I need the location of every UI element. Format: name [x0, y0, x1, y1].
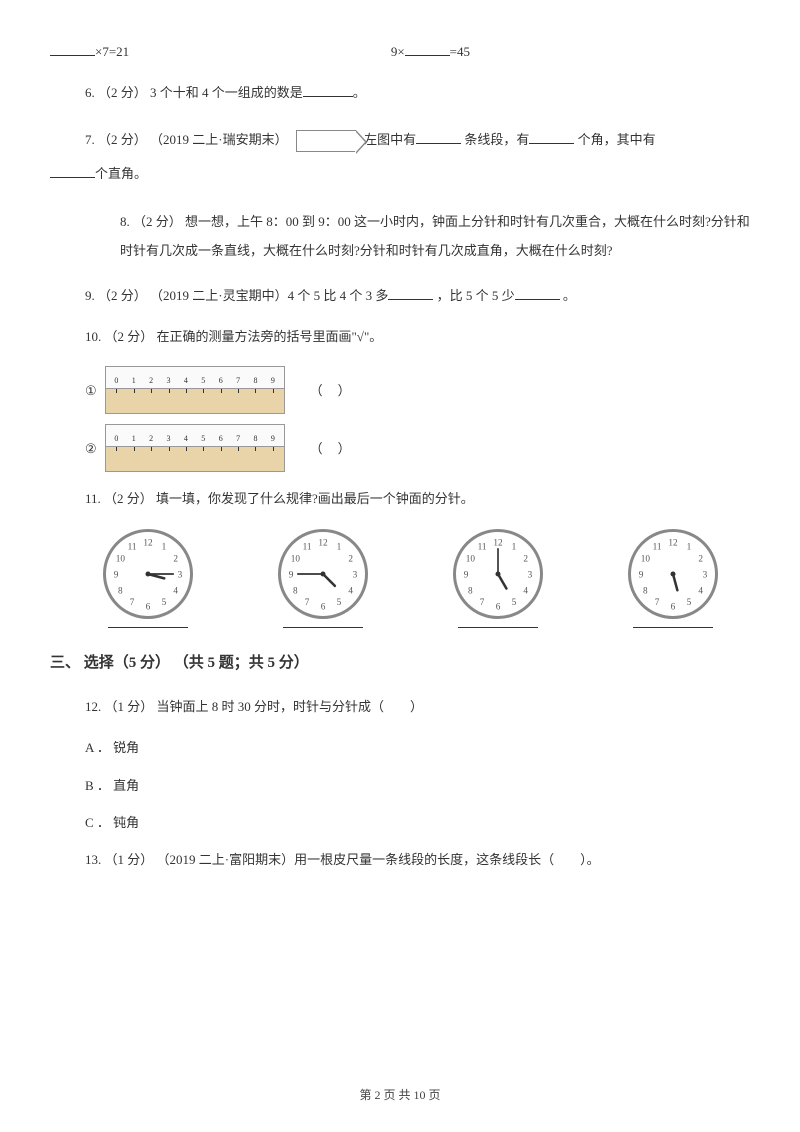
ruler-2-paren: （） [310, 437, 366, 460]
svg-text:9: 9 [288, 569, 293, 579]
svg-text:5: 5 [686, 597, 691, 607]
pentagon-icon [296, 130, 356, 152]
svg-text:8: 8 [293, 585, 298, 595]
svg-text:11: 11 [127, 541, 136, 551]
option-b: B ． 直角 [85, 774, 750, 797]
svg-text:6: 6 [320, 601, 325, 611]
svg-text:3: 3 [352, 569, 357, 579]
ruler-1: ① 0123456789 （） [85, 366, 750, 414]
question-10: 10. （2 分） 在正确的测量方法旁的括号里面画"√"。 [50, 325, 750, 348]
clock-1: 12 12 3 45 6 789 1011 [103, 529, 193, 628]
svg-text:10: 10 [640, 553, 650, 563]
question-11: 11. （2 分） 填一填，你发现了什么规律?画出最后一个钟面的分针。 [50, 487, 750, 510]
question-12: 12. （1 分） 当钟面上 8 时 30 分时，时针与分针成（ ） [50, 695, 750, 718]
svg-text:12: 12 [493, 537, 503, 547]
ruler-2: ② 0123456789 （） [85, 424, 750, 472]
svg-text:4: 4 [173, 585, 178, 595]
svg-text:2: 2 [698, 553, 703, 563]
option-a: A ． 锐角 [85, 736, 750, 759]
svg-text:9: 9 [638, 569, 643, 579]
svg-text:8: 8 [643, 585, 648, 595]
svg-text:9: 9 [113, 569, 118, 579]
svg-text:1: 1 [336, 541, 341, 551]
svg-text:8: 8 [118, 585, 123, 595]
svg-text:9: 9 [463, 569, 468, 579]
svg-text:7: 7 [479, 597, 484, 607]
ruler-1-label: ① [85, 379, 97, 402]
svg-text:3: 3 [527, 569, 532, 579]
question-13: 13. （1 分） （2019 二上·富阳期末）用一根皮尺量一条线段的长度，这条… [50, 848, 750, 871]
clock-4: 12 12 3 45 6 789 1011 [628, 529, 718, 628]
eq2: 9×=45 [391, 40, 470, 63]
svg-text:7: 7 [654, 597, 659, 607]
svg-text:11: 11 [302, 541, 311, 551]
svg-text:7: 7 [129, 597, 134, 607]
svg-text:2: 2 [523, 553, 528, 563]
svg-text:2: 2 [173, 553, 178, 563]
svg-text:5: 5 [161, 597, 166, 607]
question-7: 7. （2 分） （2019 二上·瑞安期末） 左图中有 条线段，有 个角，其中… [50, 123, 750, 191]
svg-text:10: 10 [115, 553, 125, 563]
option-c: C ． 钝角 [85, 811, 750, 834]
svg-text:3: 3 [177, 569, 182, 579]
svg-text:1: 1 [511, 541, 516, 551]
svg-text:2: 2 [348, 553, 353, 563]
question-9: 9. （2 分） （2019 二上·灵宝期中）4 个 5 比 4 个 3 多 ，… [50, 284, 750, 307]
question-6: 6. （2 分） 3 个十和 4 个一组成的数是。 [50, 81, 750, 104]
svg-text:1: 1 [161, 541, 166, 551]
svg-text:6: 6 [495, 601, 500, 611]
section-3-title: 三、 选择（5 分） （共 5 题；共 5 分） [50, 650, 750, 677]
clock-3: 12 12 3 45 6 789 1011 [453, 529, 543, 628]
clock-2: 12 12 3 45 6 789 1011 [278, 529, 368, 628]
ruler-1-image: 0123456789 [105, 366, 285, 414]
svg-text:4: 4 [523, 585, 528, 595]
svg-text:6: 6 [145, 601, 150, 611]
svg-text:10: 10 [465, 553, 475, 563]
svg-text:10: 10 [290, 553, 300, 563]
question-8: 8. （2 分） 想一想，上午 8：00 到 9：00 这一小时内，钟面上分针和… [85, 208, 750, 265]
svg-text:5: 5 [511, 597, 516, 607]
svg-text:4: 4 [348, 585, 353, 595]
svg-text:4: 4 [698, 585, 703, 595]
svg-text:7: 7 [304, 597, 309, 607]
svg-text:8: 8 [468, 585, 473, 595]
svg-text:12: 12 [318, 537, 328, 547]
clocks-row: 1212345678910111212345678910111212345678… [70, 529, 750, 628]
svg-text:12: 12 [668, 537, 678, 547]
svg-text:6: 6 [670, 601, 675, 611]
svg-text:12: 12 [143, 537, 153, 547]
top-equations: ×7=21 9×=45 [50, 40, 470, 63]
ruler-2-image: 0123456789 [105, 424, 285, 472]
page-footer: 第 2 页 共 10 页 [0, 1085, 800, 1107]
ruler-1-paren: （） [310, 379, 366, 402]
ruler-2-label: ② [85, 437, 97, 460]
svg-text:5: 5 [336, 597, 341, 607]
svg-text:11: 11 [652, 541, 661, 551]
svg-text:11: 11 [477, 541, 486, 551]
svg-text:1: 1 [686, 541, 691, 551]
eq1: ×7=21 [50, 40, 129, 63]
svg-text:3: 3 [702, 569, 707, 579]
